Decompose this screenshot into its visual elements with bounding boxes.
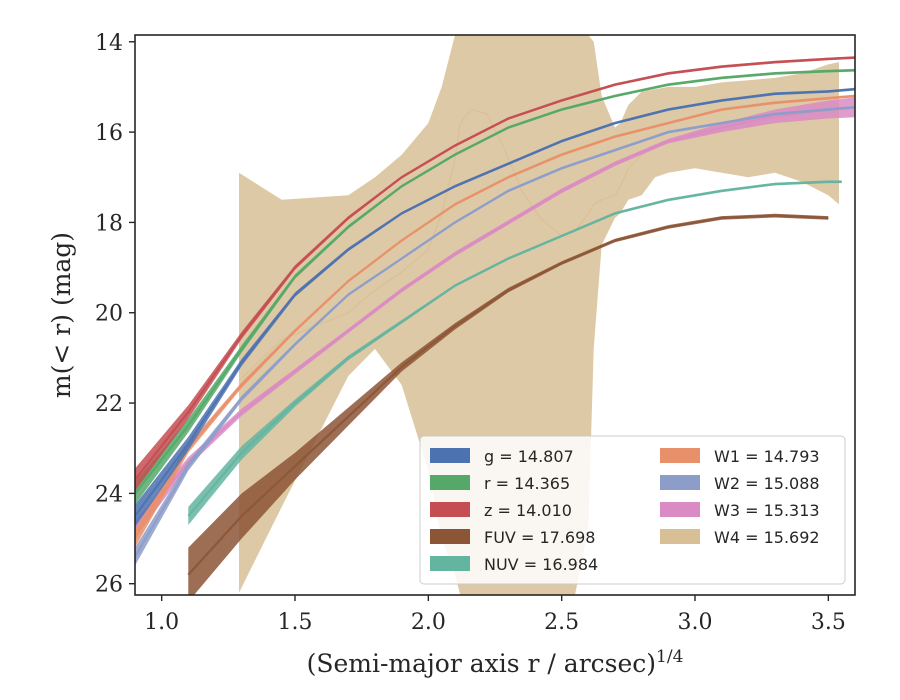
legend: g = 14.807 r = 14.365 z = 14.010 FUV = 17.6… <box>419 435 846 585</box>
legend-swatch-nuv <box>430 556 470 571</box>
axis-ticks: 1.0 1.5 2.0 2.5 3.0 3.5 14 16 18 20 22 24 26 <box>95 31 846 635</box>
series-r-line <box>135 69 855 495</box>
x-tick-label: 3.0 <box>678 610 713 635</box>
y-tick-label: 18 <box>95 211 123 236</box>
series-w4-band <box>239 35 839 595</box>
x-axis-label: (Semi-major axis r / arcsec)1/4 <box>307 647 684 678</box>
series-g-line <box>135 88 855 517</box>
legend-label-z: z = 14.010 <box>484 501 572 520</box>
plot-frame <box>134 34 856 596</box>
legend-label-w2: W2 = 15.088 <box>714 474 820 493</box>
legend-swatch-r <box>430 475 470 490</box>
y-tick-label: 14 <box>95 31 123 56</box>
x-tick-label: 1.0 <box>144 610 179 635</box>
legend-label-nuv: NUV = 16.984 <box>484 555 598 574</box>
legend-label-fuv: FUV = 17.698 <box>484 528 595 547</box>
legend-box <box>419 435 846 585</box>
y-axis-label: m(< r) (mag) <box>47 232 76 398</box>
legend-label-g: g = 14.807 <box>484 447 574 466</box>
x-tick-label: 1.5 <box>278 610 313 635</box>
series-z-line <box>135 56 855 481</box>
legend-label-w1: W1 = 14.793 <box>714 447 820 466</box>
legend-swatch-fuv <box>430 529 470 544</box>
plot-area <box>135 35 855 595</box>
y-tick-label: 16 <box>95 121 123 146</box>
series-nuv-line <box>187 180 842 517</box>
legend-label-r: r = 14.365 <box>484 474 570 493</box>
y-tick-label: 24 <box>95 482 123 507</box>
legend-swatch-g <box>430 448 470 463</box>
y-tick-label: 22 <box>95 392 123 417</box>
legend-swatch-z <box>430 502 470 517</box>
legend-label-w4: W4 = 15.692 <box>714 528 820 547</box>
series-w3-line <box>135 106 855 531</box>
x-tick-label: 2.5 <box>544 610 579 635</box>
legend-swatch-w4 <box>660 529 700 544</box>
y-tick-label: 26 <box>95 573 123 598</box>
series-fuv-line <box>187 214 829 576</box>
legend-swatch-w2 <box>660 475 700 490</box>
series-w1-line <box>135 94 855 540</box>
x-tick-label: 3.5 <box>811 610 846 635</box>
legend-label-w3: W3 = 15.313 <box>714 501 820 520</box>
legend-swatch-w1 <box>660 448 700 463</box>
legend-swatch-w3 <box>660 502 700 517</box>
y-tick-label: 20 <box>95 302 123 327</box>
x-tick-label: 2.0 <box>411 610 446 635</box>
series-w2-line <box>135 106 855 558</box>
